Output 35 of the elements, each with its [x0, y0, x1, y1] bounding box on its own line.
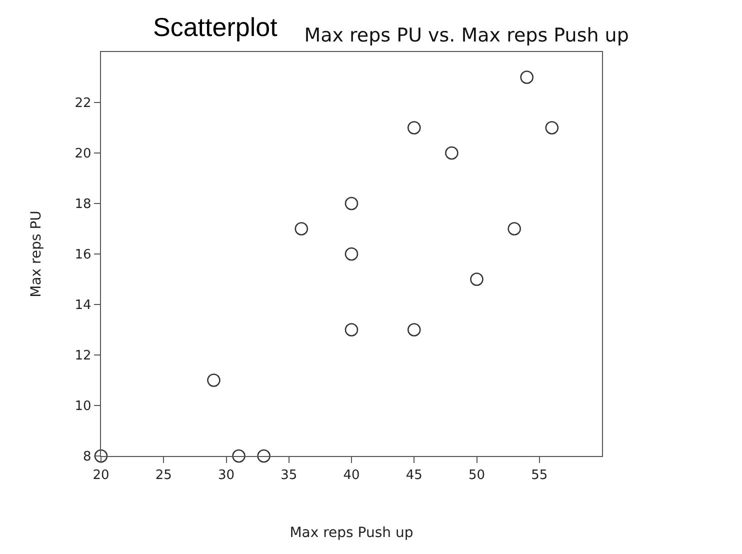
point	[470, 272, 484, 286]
x-tick-label: 25	[155, 468, 172, 483]
point	[344, 196, 358, 210]
x-axis-title: Max reps Push up	[290, 525, 414, 542]
point	[445, 146, 458, 160]
point	[344, 247, 358, 261]
text: Scatterplot	[153, 12, 278, 42]
y-tick-label: 8	[82, 450, 92, 465]
x-tick-label: 50	[468, 468, 486, 483]
y-tick-label: 18	[74, 197, 92, 212]
point	[294, 222, 308, 236]
y-axis-title: Max reps PU	[28, 210, 44, 298]
point	[344, 323, 358, 336]
y-tick-label: 12	[74, 348, 92, 364]
x-tick-label: 20	[92, 468, 110, 483]
x-tick-label: 35	[280, 468, 298, 483]
chart-title: Max reps PU vs. Max reps Push up	[304, 24, 629, 47]
point	[207, 374, 220, 387]
point	[508, 222, 521, 236]
y-tick-label: 14	[74, 298, 92, 314]
point	[257, 449, 270, 463]
point	[545, 121, 559, 134]
y-tick-label: 16	[74, 248, 92, 263]
point	[94, 449, 108, 463]
y-tick-label: 20	[74, 146, 92, 162]
x-tick-label: 55	[531, 468, 548, 483]
point	[232, 449, 246, 463]
y-tick-label: 10	[74, 399, 92, 414]
point	[407, 323, 421, 336]
point	[520, 70, 534, 84]
x-tick-label: 40	[343, 468, 360, 483]
y-tick-label: 22	[74, 96, 92, 112]
x-tick-label: 45	[406, 468, 422, 483]
x-tick-label: 30	[218, 468, 235, 483]
point	[407, 121, 421, 134]
